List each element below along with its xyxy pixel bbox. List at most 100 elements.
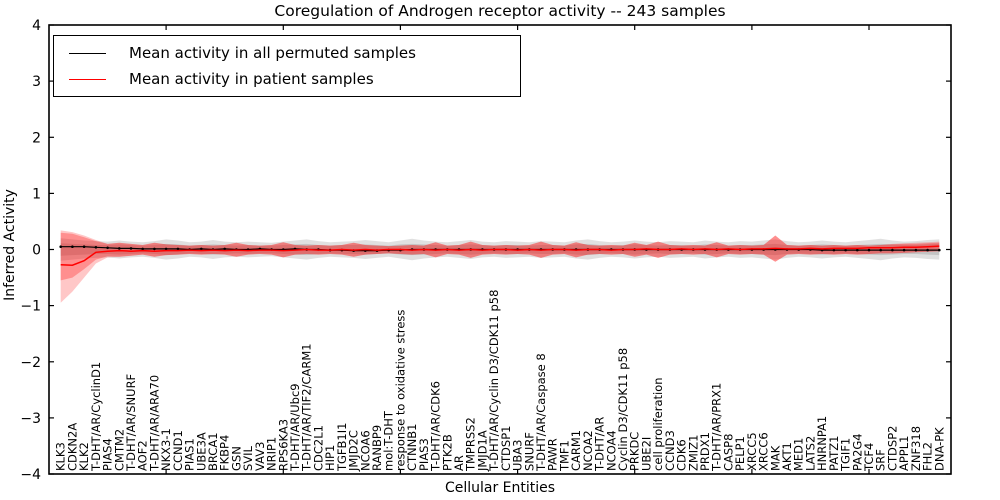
series-marker (856, 248, 859, 252)
legend-item: Mean activity in all permuted samples (69, 44, 520, 62)
x-category-label: JMJD2C (347, 430, 361, 472)
x-category-label: CCND3 (663, 430, 677, 471)
x-category-label: CCND1 (171, 430, 185, 471)
x-category-label: HNRNPA1 (815, 416, 829, 471)
series-marker (891, 248, 894, 252)
legend-line-swatch-permuted (69, 52, 106, 54)
x-category-label: CASP8 (721, 434, 735, 471)
x-category-label: T-DHT/AR/PRX1 (710, 383, 724, 472)
x-category-label: PIAS3 (417, 438, 431, 471)
legend: Mean activity in all permuted samples Me… (53, 35, 521, 97)
x-category-label: T-DHT/AR (593, 417, 607, 472)
y-tick-label: 3 (32, 74, 41, 90)
x-category-label: NCOA2 (581, 430, 595, 471)
x-category-label: KLK3 (54, 442, 68, 471)
x-category-label: GSN (229, 446, 243, 471)
y-tick-label: −2 (20, 355, 41, 371)
series-marker (106, 246, 109, 250)
series-marker (879, 248, 882, 252)
legend-line-swatch-patient (69, 78, 106, 80)
x-category-label: RPS6KA3 (276, 419, 290, 471)
x-category-label: APPL1 (897, 436, 911, 471)
x-category-label: PELP1 (733, 436, 747, 471)
series-marker (867, 248, 871, 252)
y-tick-label: −3 (20, 411, 41, 427)
chart-title: Coregulation of Androgen receptor activi… (274, 2, 726, 20)
x-axis-title: Cellular Entities (444, 480, 556, 496)
x-category-label: PRKDC (628, 432, 642, 471)
series-marker (902, 248, 906, 252)
x-category-label: XRCC6 (757, 432, 771, 471)
x-category-label: DNA-PK (932, 427, 946, 471)
y-tick-label: −1 (20, 299, 41, 315)
x-category-label: CTNNB1 (405, 424, 419, 471)
series-marker (82, 245, 86, 248)
x-category-label: CMTM2 (112, 429, 126, 471)
x-category-label: PA2G4 (850, 433, 864, 471)
x-category-label: T-DHT/AR/CyclinD1 (89, 362, 103, 472)
band-patient-range (60, 230, 940, 303)
x-category-label: ZNF318 (909, 426, 923, 471)
series-marker (914, 248, 918, 252)
series-marker (164, 247, 168, 251)
x-category-label: CTDSP2 (885, 426, 899, 471)
x-category-label: T-DHT/AR/SNURF (124, 374, 138, 472)
x-category-label: T-DHT/AR/ARA70 (147, 375, 161, 472)
x-category-label: UBE3A (194, 432, 208, 471)
x-category-label: PATZ1 (827, 436, 841, 471)
series-marker (141, 247, 144, 251)
x-category-label: VAV3 (253, 442, 267, 471)
y-tick-label: −4 (20, 467, 41, 483)
x-category-label: NCOA4 (604, 430, 618, 471)
x-category-label: T-DHT/AR/Caspase 8 (534, 353, 548, 472)
x-category-label: T-DHT/AR/TIF2/CARM1 (300, 343, 314, 472)
x-category-label: CDKN2A (65, 423, 79, 471)
y-tick-label: 0 (32, 243, 41, 259)
x-category-label: FKBP4 (218, 435, 232, 471)
series-marker (832, 248, 836, 252)
x-category-label: FHL2 (921, 442, 935, 471)
x-category-label: CARM1 (569, 430, 583, 471)
legend-item: Mean activity in patient samples (69, 70, 520, 88)
x-category-label: UBA3 (511, 440, 525, 472)
series-marker (153, 247, 156, 251)
series-marker (59, 245, 62, 248)
x-category-label: PRDX1 (698, 432, 712, 471)
series-marker (223, 247, 226, 251)
x-category-label: AOF2 (136, 440, 150, 471)
x-category-label: TGIF1 (839, 438, 853, 472)
series-line (60, 245, 940, 266)
x-category-label: TGFB1I1 (335, 423, 349, 472)
x-category-label: LATS2 (803, 436, 817, 471)
series-marker (176, 247, 180, 251)
x-category-label: TCF4 (862, 443, 876, 472)
x-category-label: NRIP1 (265, 437, 279, 471)
x-category-label: CTDSP1 (499, 426, 513, 471)
series-marker (926, 248, 929, 252)
x-category-label: T-DHT/AR/Cyclin D3/CDK11 p58 (487, 290, 501, 472)
x-category-label: PTK2B (440, 434, 454, 471)
x-category-label: PIAS4 (101, 438, 115, 471)
x-category-label: JMJD1A (475, 430, 489, 472)
x-category-label: MED1 (792, 438, 806, 471)
x-category-label: SNURF (522, 432, 536, 471)
y-axis-title: Inferred Activity (2, 189, 18, 301)
x-category-label: KLK2 (77, 442, 91, 471)
x-category-label: NKX3-1 (159, 428, 173, 471)
x-category-label: MAK (768, 445, 782, 471)
y-tick-label: 1 (32, 186, 41, 202)
x-category-label: PAWR (546, 438, 560, 471)
x-category-label: BRCA1 (206, 432, 220, 471)
x-category-label: AKT1 (780, 442, 794, 471)
series-marker (938, 248, 941, 252)
x-category-label: NCOA6 (358, 430, 372, 471)
x-category-label: AR (452, 455, 466, 471)
x-category-label: cell proliferation (651, 377, 665, 471)
legend-label: Mean activity in patient samples (129, 70, 374, 88)
y-tick-label: 4 (32, 18, 41, 34)
x-category-label: SVIL (241, 445, 255, 471)
series-marker (129, 247, 133, 250)
x-category-label: response to oxidative stress (393, 310, 407, 471)
